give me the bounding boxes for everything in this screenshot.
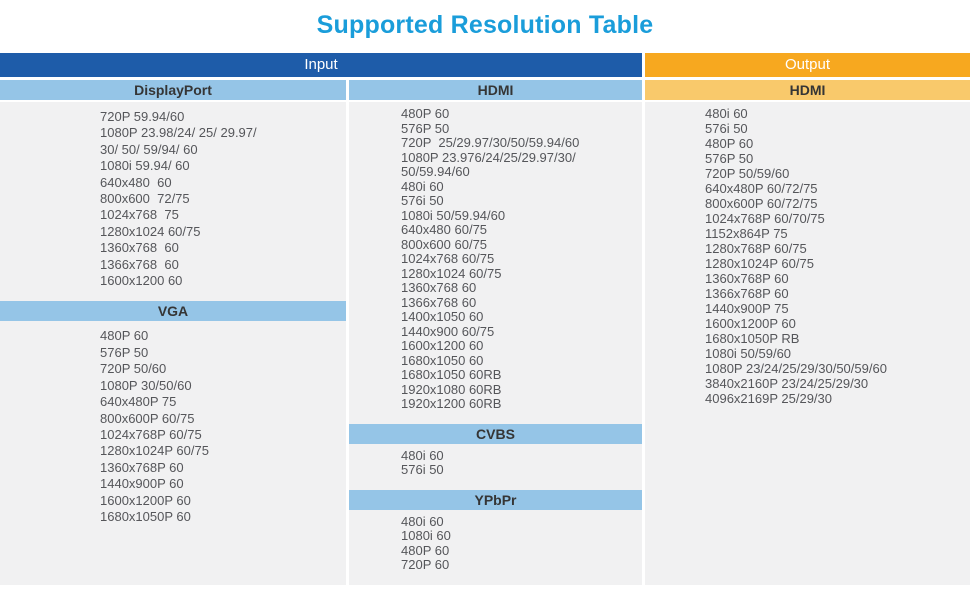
resolution-item: 4096x2169P 25/29/30 bbox=[705, 391, 832, 406]
resolution-item: 1440x900 60/75 bbox=[401, 323, 495, 339]
resolution-item: 1360x768P 60 bbox=[705, 271, 789, 286]
resolution-list-hdmi: 480i 60 576i 50 480P 60 576P 50 720P 50/59/6… bbox=[645, 102, 970, 418]
resolution-item: 1280x1024 60/75 bbox=[401, 265, 502, 281]
resolution-item: 800x600P 60/72/75 bbox=[705, 196, 818, 211]
resolution-item: 1024x768 60/75 bbox=[401, 251, 495, 266]
resolution-item: 3840x2160P 23/24/25/29/30 bbox=[705, 376, 869, 391]
resolution-item: 1600x1200 60 bbox=[100, 273, 183, 289]
resolution-item: 576i 50 bbox=[401, 462, 444, 477]
resolution-item: 1080i 59.94/ 60 bbox=[100, 158, 190, 174]
output-column-hdmi: HDMI 480i 60 576i 50 480P 60 576P 50 720P 50/… bbox=[645, 80, 970, 585]
resolution-item: 480P 60 bbox=[100, 328, 149, 344]
resolution-item: 576i 50 bbox=[401, 193, 444, 208]
resolution-item: 1280x1024 60/75 bbox=[100, 223, 201, 239]
resolution-item: 640x480 60 bbox=[100, 174, 172, 190]
column-body: 480P 60 576P 50 720P 25/29.97/30/50/59.94/… bbox=[349, 102, 642, 585]
resolution-item: 1024x768 75 bbox=[100, 207, 179, 223]
resolution-item: 1080P 23.976/24/25/29.97/30/ 50/59.94/60 bbox=[401, 149, 576, 179]
resolution-item: 480i 60 bbox=[705, 106, 748, 121]
resolution-item: 1080P 23/24/25/29/30/50/59/60 bbox=[705, 361, 887, 376]
resolution-item: 1024x768P 60/75 bbox=[100, 426, 202, 442]
resolution-item: 1080P 30/50/60 bbox=[100, 377, 192, 393]
resolution-item: 1280x768P 60/75 bbox=[705, 241, 807, 256]
resolution-item: 1440x900P 75 bbox=[705, 301, 789, 316]
resolution-item: 1600x1200 60 bbox=[401, 338, 484, 353]
resolution-item: 480i 60 bbox=[401, 447, 444, 463]
resolution-item: 1680x1050P 60 bbox=[100, 508, 191, 524]
resolution-item: 1080i 60 bbox=[401, 528, 451, 543]
resolution-item: 720P 25/29.97/30/50/59.94/60 bbox=[401, 135, 580, 150]
resolution-item: 480P 60 bbox=[401, 542, 450, 558]
resolution-item: 720P 50/59/60 bbox=[705, 166, 790, 181]
resolution-list-cvbs: 480i 60 576i 50 bbox=[349, 444, 642, 490]
page-title: Supported Resolution Table bbox=[316, 11, 654, 39]
resolution-item: 480P 60 bbox=[705, 136, 754, 151]
resolution-list-ypbpr: 480i 60 1080i 60 480P 60 720P 60 bbox=[349, 510, 642, 585]
resolution-item: 800x600P 60/75 bbox=[100, 410, 195, 426]
input-column-displayport-vga: DisplayPort 720P 59.94/60 1080P 23.98/24/ … bbox=[0, 80, 346, 585]
resolution-item: 1280x1024P 60/75 bbox=[705, 256, 814, 271]
resolution-item: 1280x1024P 60/75 bbox=[100, 443, 209, 459]
resolution-item: 1080i 50/59/60 bbox=[705, 346, 792, 361]
section-header-hdmi: HDMI bbox=[645, 80, 970, 100]
section-header-hdmi: HDMI bbox=[349, 80, 642, 100]
resolution-item: 576P 50 bbox=[100, 344, 149, 360]
output-group-header: Output bbox=[645, 53, 970, 77]
resolution-item: 480i 60 bbox=[401, 178, 444, 194]
resolution-item: 1080P 23.98/24/ 25/ 29.97/ 30/ 50/ 59/94… bbox=[100, 125, 257, 157]
resolution-item: 1680x1050 60RB bbox=[401, 367, 502, 382]
resolution-item: 800x600 72/75 bbox=[100, 191, 190, 207]
resolution-item: 800x600 60/75 bbox=[401, 236, 488, 252]
section-header-cvbs: CVBS bbox=[349, 423, 642, 444]
resolution-item: 576i 50 bbox=[705, 121, 748, 136]
resolution-item: 720P 59.94/60 bbox=[100, 109, 185, 124]
resolution-item: 720P 50/60 bbox=[100, 361, 167, 377]
resolution-item: 1680x1050P RB bbox=[705, 331, 800, 346]
resolution-list-hdmi: 480P 60 576P 50 720P 25/29.97/30/50/59.94/… bbox=[349, 102, 642, 424]
resolution-item: 1080i 50/59.94/60 bbox=[401, 207, 506, 223]
column-body: 480i 60 576i 50 480P 60 576P 50 720P 50/59/6… bbox=[645, 102, 970, 585]
resolution-item: 1024x768P 60/70/75 bbox=[705, 211, 825, 226]
column-body: 720P 59.94/60 1080P 23.98/24/ 25/ 29.97/ … bbox=[0, 102, 346, 585]
resolution-item: 1600x1200P 60 bbox=[705, 316, 796, 331]
resolution-item: 576P 50 bbox=[705, 151, 754, 166]
resolution-list-vga: 480P 60 576P 50 720P 50/60 1080P 30/50/60 64… bbox=[0, 321, 346, 537]
resolution-item: 1366x768 60 bbox=[100, 256, 179, 272]
resolution-item: 480i 60 bbox=[401, 513, 444, 529]
resolution-item: 1680x1050 60 bbox=[401, 352, 484, 368]
resolution-item: 1360x768 60 bbox=[401, 280, 477, 295]
resolution-item: 1152x864P 75 bbox=[705, 226, 788, 241]
resolution-item: 480P 60 bbox=[401, 106, 450, 121]
resolution-list-displayport: 720P 59.94/60 1080P 23.98/24/ 25/ 29.97/ … bbox=[0, 102, 346, 301]
resolution-table: Input Output DisplayPort 720P 59.94/60 108… bbox=[0, 53, 970, 585]
resolution-item: 640x480P 60/72/75 bbox=[705, 181, 818, 196]
resolution-item: 1920x1200 60RB bbox=[401, 396, 502, 411]
resolution-item: 576P 50 bbox=[401, 120, 450, 136]
section-header-vga: VGA bbox=[0, 301, 346, 322]
resolution-item: 1360x768P 60 bbox=[100, 459, 184, 475]
resolution-item: 640x480 60/75 bbox=[401, 222, 488, 237]
section-header-displayport: DisplayPort bbox=[0, 80, 346, 100]
input-column-hdmi-cvbs-ypbpr: HDMI 480P 60 576P 50 720P 25/29.97/30/50/59… bbox=[349, 80, 642, 585]
section-header-ypbpr: YPbPr bbox=[349, 489, 642, 510]
input-group-header: Input bbox=[0, 53, 642, 77]
resolution-item: 1920x1080 60RB bbox=[401, 381, 502, 397]
resolution-item: 640x480P 75 bbox=[100, 394, 177, 410]
resolution-item: 1366x768 60 bbox=[401, 294, 477, 310]
resolution-item: 1600x1200P 60 bbox=[100, 492, 191, 508]
resolution-item: 1360x768 60 bbox=[100, 240, 179, 256]
resolution-item: 1400x1050 60 bbox=[401, 309, 484, 324]
resolution-item: 720P 60 bbox=[401, 557, 450, 572]
resolution-item: 1440x900P 60 bbox=[100, 476, 184, 492]
resolution-item: 1366x768P 60 bbox=[705, 286, 789, 301]
